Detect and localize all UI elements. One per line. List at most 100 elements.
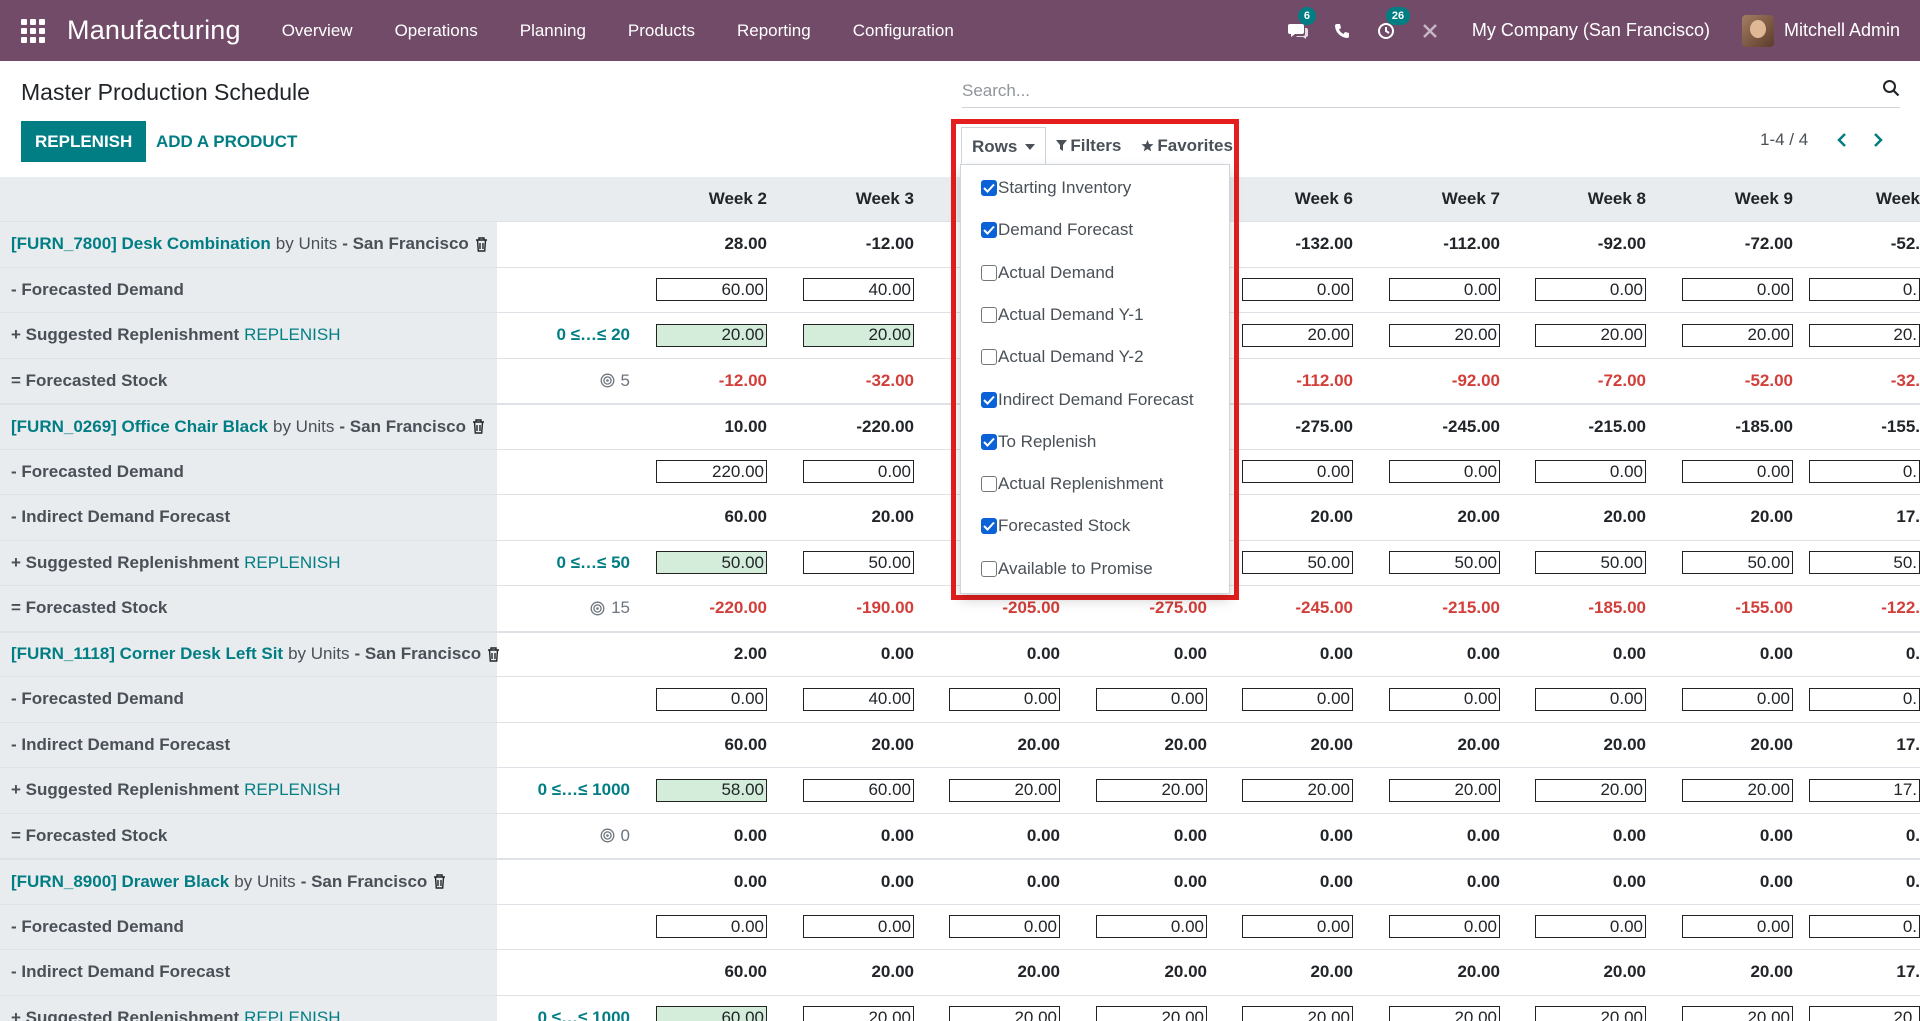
row-option[interactable]: To Replenish [981, 430, 1096, 454]
cell-input[interactable] [1682, 1006, 1793, 1021]
cell-input[interactable] [803, 551, 914, 575]
cell-input[interactable] [1242, 460, 1353, 484]
pager-value[interactable]: 1-4 / 4 [1760, 130, 1809, 149]
cell-input[interactable] [1389, 551, 1500, 575]
favorites-toggle[interactable]: Favorites [1131, 127, 1243, 165]
replenish-range[interactable]: 0 ≤…≤ 1000 [537, 1007, 630, 1021]
menu-operations[interactable]: Operations [394, 21, 478, 40]
cell-input[interactable] [1096, 915, 1207, 939]
cell-input[interactable] [1242, 778, 1353, 802]
trash-icon[interactable] [472, 419, 485, 434]
checkbox-checked-icon[interactable] [981, 518, 997, 535]
cell-input[interactable] [1809, 323, 1920, 347]
cell-input[interactable] [1389, 778, 1500, 802]
cell-input[interactable] [949, 687, 1060, 711]
cell-input[interactable] [1242, 323, 1353, 347]
cell-input[interactable] [656, 687, 767, 711]
cell-input[interactable] [1682, 551, 1793, 575]
cell-input[interactable] [1809, 551, 1920, 575]
cell-input[interactable] [1682, 460, 1793, 484]
cell-input[interactable] [656, 460, 767, 484]
rows-toggle[interactable]: Rows [961, 127, 1047, 165]
cell-input[interactable] [1809, 278, 1920, 302]
activity-clock-icon[interactable]: 26 [1374, 6, 1411, 43]
pager-next-icon[interactable] [1866, 128, 1890, 152]
trash-icon[interactable] [475, 237, 488, 252]
cell-input[interactable] [1535, 687, 1646, 711]
cell-input[interactable] [1535, 1006, 1646, 1021]
cell-input[interactable] [1242, 915, 1353, 939]
menu-products[interactable]: Products [627, 21, 695, 40]
cell-input[interactable] [803, 687, 914, 711]
cell-input[interactable] [803, 1006, 914, 1021]
cell-input[interactable] [1809, 778, 1920, 802]
user-menu[interactable]: Mitchell Admin [1783, 20, 1900, 40]
cell-input[interactable] [1389, 1006, 1500, 1021]
checkbox-unchecked-icon[interactable] [981, 306, 997, 323]
chat-icon[interactable]: 6 [1286, 6, 1316, 43]
phone-icon[interactable] [1330, 19, 1354, 43]
trash-icon[interactable] [487, 647, 500, 662]
cell-input[interactable] [1242, 551, 1353, 575]
row-option[interactable]: Starting Inventory [981, 176, 1131, 200]
cell-input[interactable] [949, 1006, 1060, 1021]
add-product-button[interactable]: ADD A PRODUCT [156, 131, 298, 151]
cell-input[interactable] [1535, 278, 1646, 302]
replenish-range[interactable]: 0 ≤…≤ 1000 [537, 780, 630, 800]
cell-input[interactable] [1682, 915, 1793, 939]
row-option[interactable]: Available to Promise [981, 557, 1153, 581]
cell-input[interactable] [1096, 778, 1207, 802]
cell-input[interactable] [1682, 687, 1793, 711]
search-icon[interactable] [1882, 79, 1900, 102]
filters-toggle[interactable]: Filters [1046, 127, 1131, 165]
menu-planning[interactable]: Planning [519, 21, 586, 40]
cell-input[interactable] [949, 915, 1060, 939]
cell-input[interactable] [1535, 323, 1646, 347]
cell-input[interactable] [1242, 687, 1353, 711]
cell-input[interactable] [803, 278, 914, 302]
replenish-range[interactable]: 0 ≤…≤ 50 [556, 552, 630, 572]
checkbox-checked-icon[interactable] [981, 433, 997, 450]
cell-input[interactable] [1809, 915, 1920, 939]
cell-input[interactable] [1389, 915, 1500, 939]
cell-input[interactable] [1809, 460, 1920, 484]
cell-input[interactable] [803, 778, 914, 802]
cell-input[interactable] [656, 551, 767, 575]
cell-input[interactable] [803, 323, 914, 347]
cell-input[interactable] [1682, 778, 1793, 802]
replenish-button[interactable]: REPLENISH [21, 121, 147, 162]
company-switcher[interactable]: My Company (San Francisco) [1471, 20, 1710, 40]
menu-reporting[interactable]: Reporting [737, 21, 811, 40]
checkbox-checked-icon[interactable] [981, 391, 997, 408]
search-input[interactable] [962, 80, 1882, 101]
checkbox-unchecked-icon[interactable] [981, 560, 997, 577]
row-option[interactable]: Actual Replenishment [981, 472, 1163, 496]
product-link[interactable]: [FURN_8900] Drawer Black [11, 871, 230, 891]
cell-input[interactable] [1535, 915, 1646, 939]
cell-input[interactable] [1389, 278, 1500, 302]
cell-input[interactable] [1096, 1006, 1207, 1021]
row-replenish-link[interactable]: REPLENISH [244, 780, 341, 800]
checkbox-checked-icon[interactable] [981, 180, 997, 196]
cell-input[interactable] [1809, 687, 1920, 711]
menu-overview[interactable]: Overview [281, 21, 353, 40]
row-option[interactable]: Indirect Demand Forecast [981, 388, 1194, 412]
product-link[interactable]: [FURN_1118] Corner Desk Left Sit [11, 644, 284, 664]
row-option[interactable]: Actual Demand Y-2 [981, 345, 1144, 369]
cell-input[interactable] [1682, 278, 1793, 302]
product-link[interactable]: [FURN_7800] Desk Combination [11, 234, 271, 254]
cell-input[interactable] [1242, 278, 1353, 302]
cell-input[interactable] [656, 778, 767, 802]
menu-configuration[interactable]: Configuration [852, 21, 954, 40]
cell-input[interactable] [1242, 1006, 1353, 1021]
cell-input[interactable] [949, 778, 1060, 802]
cell-input[interactable] [1389, 460, 1500, 484]
cell-input[interactable] [656, 278, 767, 302]
checkbox-unchecked-icon[interactable] [981, 264, 997, 281]
cell-input[interactable] [1096, 687, 1207, 711]
app-title[interactable]: Manufacturing [67, 15, 241, 45]
row-replenish-link[interactable]: REPLENISH [244, 325, 341, 345]
checkbox-unchecked-icon[interactable] [981, 476, 997, 493]
cell-input[interactable] [1535, 778, 1646, 802]
checkbox-unchecked-icon[interactable] [981, 349, 997, 366]
